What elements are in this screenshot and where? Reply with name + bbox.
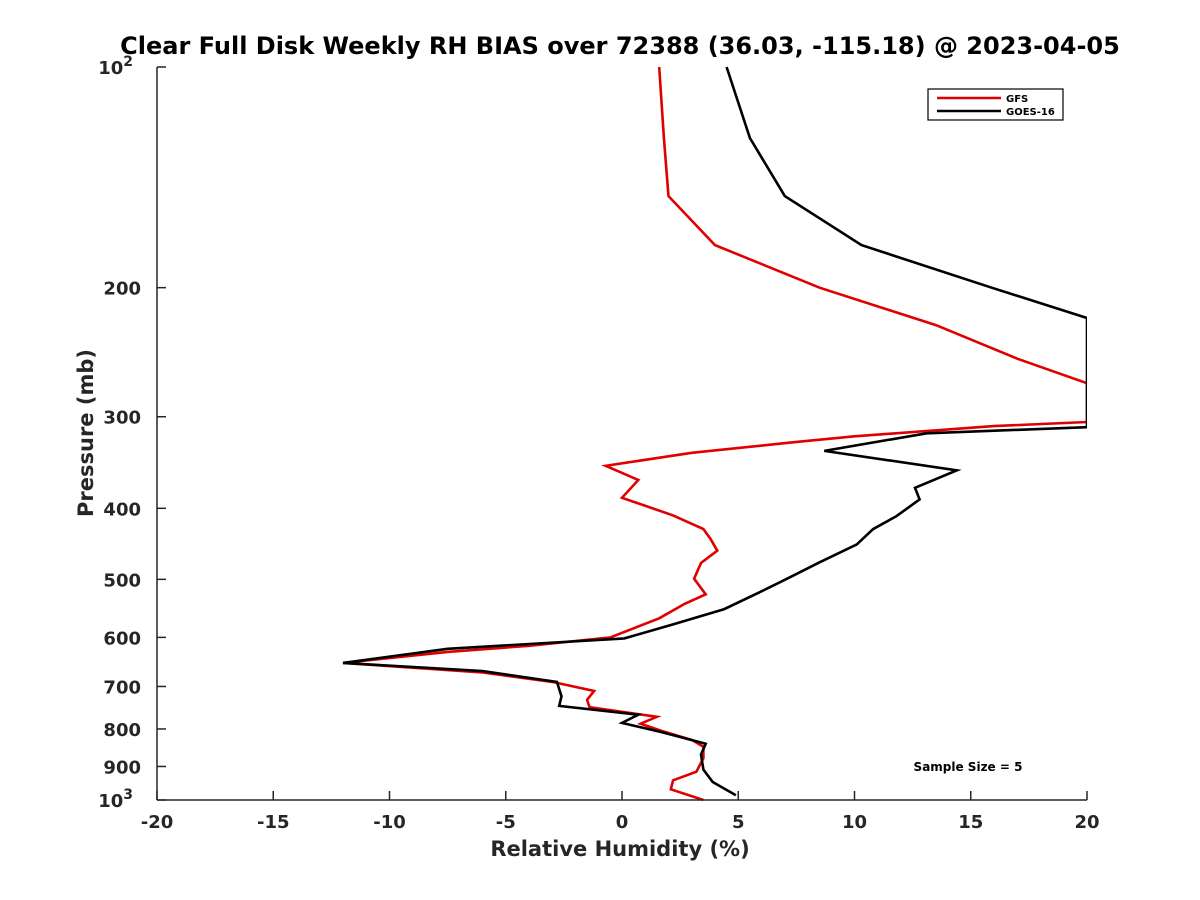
y-tick-label: 200: [103, 279, 141, 300]
x-tick-label: 20: [1074, 812, 1099, 833]
y-tick-label: 300: [103, 408, 141, 429]
legend-box: [927, 88, 1064, 121]
x-tick-label: 15: [958, 812, 983, 833]
y-tick-label: 102: [98, 54, 133, 79]
x-tick-label: 0: [616, 812, 629, 833]
chart-title: Clear Full Disk Weekly RH BIAS over 7238…: [120, 32, 1120, 60]
y-tick-label: 600: [103, 628, 141, 649]
x-tick-label: -5: [496, 812, 516, 833]
series-layer: [342, 66, 1087, 802]
legend-entry: GOES-16: [1006, 107, 1055, 118]
y-tick-label: 800: [103, 720, 141, 741]
x-tick-label: -20: [141, 812, 174, 833]
y-tick-label: 700: [103, 677, 141, 698]
x-tick-label: 5: [732, 812, 745, 833]
x-axis-label: Relative Humidity (%): [490, 837, 749, 861]
axes-frame: [156, 67, 1087, 801]
series-line-goes-16: [342, 66, 1087, 797]
x-tick-label: 10: [842, 812, 867, 833]
x-tick-label: -10: [373, 812, 406, 833]
y-tick-label: 400: [103, 499, 141, 520]
series-line-gfs: [342, 66, 1087, 802]
sample-size-annotation: Sample Size = 5: [914, 760, 1023, 774]
y-axis-label: Pressure (mb): [74, 349, 98, 517]
legend-entry: GFS: [1006, 94, 1028, 105]
axis-ticks: -20 -15 -10 -5 0 5 10 15 20 102 200 300 400 500 600 700…: [98, 54, 1099, 833]
y-tick-label: 103: [98, 787, 133, 812]
legend: GFS GOES-16: [927, 88, 1064, 121]
y-tick-label: 900: [103, 757, 141, 778]
x-tick-label: -15: [257, 812, 290, 833]
y-tick-label: 500: [103, 570, 141, 591]
